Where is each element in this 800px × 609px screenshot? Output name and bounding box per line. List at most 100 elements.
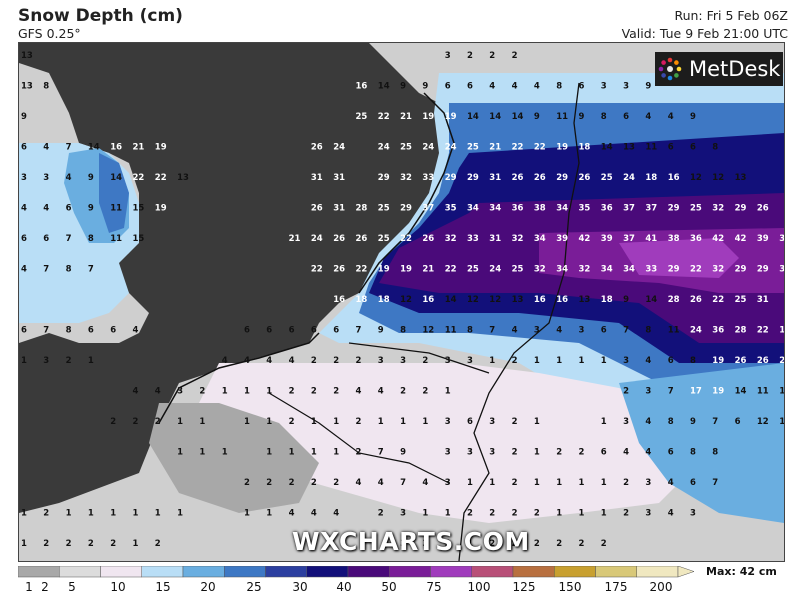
snow-value-label: 24 <box>311 234 323 244</box>
snow-value-label: 4 <box>668 478 674 488</box>
snow-value-label: 1 <box>110 509 116 519</box>
snow-value-label: 24 <box>690 326 702 336</box>
snow-value-label: 26 <box>422 234 434 244</box>
snow-value-label: 37 <box>645 204 657 214</box>
snow-value-label: 19 <box>712 387 724 397</box>
snow-value-label: 37 <box>422 204 434 214</box>
snow-value-label: 2 <box>289 478 295 488</box>
snow-value-label: 17 <box>690 387 702 397</box>
legend-swatch <box>59 566 101 578</box>
snow-value-label: 6 <box>735 417 741 427</box>
snow-value-label: 14 <box>378 82 390 92</box>
coastline-netherlands <box>358 92 455 294</box>
snow-value-label: 14 <box>445 295 457 305</box>
snow-value-label: 1 <box>556 509 562 519</box>
snow-depth-map: 13 3 2 2 2 13 8 16 14 9 9 6 6 4 4 4 8 6 3 3 9 9 25 22 21 19 19 14 14… <box>18 42 785 562</box>
snow-value-label: 19 <box>378 265 390 275</box>
snow-value-label: 6 <box>244 326 250 336</box>
snow-value-label: 3 <box>400 539 406 549</box>
snow-value-label: 24 <box>422 143 434 153</box>
legend-tick-label: 25 <box>246 580 262 594</box>
snow-value-label: 3 <box>378 356 384 366</box>
snow-value-label: 2 <box>289 387 295 397</box>
snow-value-label: 2 <box>66 356 72 366</box>
legend-tick-label: 30 <box>292 580 308 594</box>
snow-value-label: 1 <box>333 417 339 427</box>
snow-value-label: 13 <box>735 173 747 183</box>
snow-value-label: 1 <box>266 509 272 519</box>
snow-value-label: 2 <box>512 417 518 427</box>
snow-value-label: 3 <box>21 173 27 183</box>
snow-value-label: 14 <box>512 112 524 122</box>
snow-value-label: 6 <box>668 356 674 366</box>
snow-value-label: 1 <box>445 509 451 519</box>
legend-tick-label: 175 <box>604 580 628 594</box>
snow-value-label: 9 <box>378 326 384 336</box>
snow-value-label: 2 <box>155 539 161 549</box>
snow-value-label: 6 <box>579 82 585 92</box>
snow-value-label: 7 <box>356 326 362 336</box>
snow-value-label: 2 <box>199 387 205 397</box>
snow-value-label: 3 <box>400 509 406 519</box>
snow-value-label: 36 <box>601 204 613 214</box>
snow-value-label: 32 <box>445 234 457 244</box>
snow-value-label: 24 <box>489 265 501 275</box>
snow-value-label: 2 <box>311 478 317 488</box>
snow-value-label: 2 <box>289 417 295 427</box>
snow-value-label: 13 <box>21 82 33 92</box>
snow-value-label: 3 <box>534 326 540 336</box>
snow-value-label: 35 <box>445 204 457 214</box>
snow-value-label: 24 <box>445 143 457 153</box>
snow-value-label: 1 <box>579 478 585 488</box>
snow-value-label: 13 <box>21 51 33 61</box>
snow-value-label: 2 <box>356 417 362 427</box>
snow-value-label: 34 <box>623 265 635 275</box>
snow-value-label: 36 <box>512 204 524 214</box>
snow-value-label: 4 <box>222 356 228 366</box>
snow-value-label: 2 <box>556 539 562 549</box>
max-value-label: Max: 42 cm <box>706 565 777 578</box>
snow-value-label: 11 <box>645 143 657 153</box>
snow-value-label: 1 <box>601 417 607 427</box>
snow-value-label: 7 <box>489 326 495 336</box>
snow-value-label: 1 <box>199 448 205 458</box>
snow-value-label: 29 <box>445 173 457 183</box>
snow-value-label: 3 <box>623 417 629 427</box>
snow-value-label: 4 <box>645 417 651 427</box>
snow-value-label: 2 <box>378 509 384 519</box>
snow-value-label: 4 <box>244 356 250 366</box>
snow-value-label: 39 <box>601 234 613 244</box>
snow-value-label: 2 <box>534 509 540 519</box>
snow-value-label: 26 <box>579 173 591 183</box>
snow-value-label: 29 <box>735 265 747 275</box>
legend-tick-label: 10 <box>110 580 126 594</box>
snow-value-label: 9 <box>534 112 540 122</box>
snow-value-label: 1 <box>311 417 317 427</box>
snow-value-label: 1 <box>222 387 228 397</box>
legend-swatch <box>100 566 142 578</box>
snow-value-label: 33 <box>645 265 657 275</box>
snow-value-label: 13 <box>177 173 189 183</box>
snow-value-label: 2 <box>333 356 339 366</box>
snow-value-label: 4 <box>356 387 362 397</box>
snow-value-label: 25 <box>467 143 479 153</box>
legend-swatch <box>347 566 390 578</box>
snow-value-label: 22 <box>378 112 390 122</box>
snow-value-label: 34 <box>601 265 613 275</box>
snow-value-label: 2 <box>110 539 116 549</box>
snow-value-label: 29 <box>556 173 568 183</box>
snow-value-label: 14 <box>645 295 657 305</box>
snow-value-label: 9 <box>579 112 585 122</box>
snow-value-label: 6 <box>601 448 607 458</box>
snow-value-label: 1 <box>579 509 585 519</box>
snow-value-label: 4 <box>266 356 272 366</box>
snow-value-label: 1 <box>489 478 495 488</box>
snow-value-label: 7 <box>400 478 406 488</box>
legend-tick-label: 1 <box>25 580 33 594</box>
snow-value-label: 33 <box>467 234 479 244</box>
legend-swatch <box>554 566 596 578</box>
snow-value-label: 1 <box>88 356 94 366</box>
legend-swatch <box>224 566 266 578</box>
snow-value-label: 2 <box>623 478 629 488</box>
snow-south-grey <box>149 403 319 513</box>
